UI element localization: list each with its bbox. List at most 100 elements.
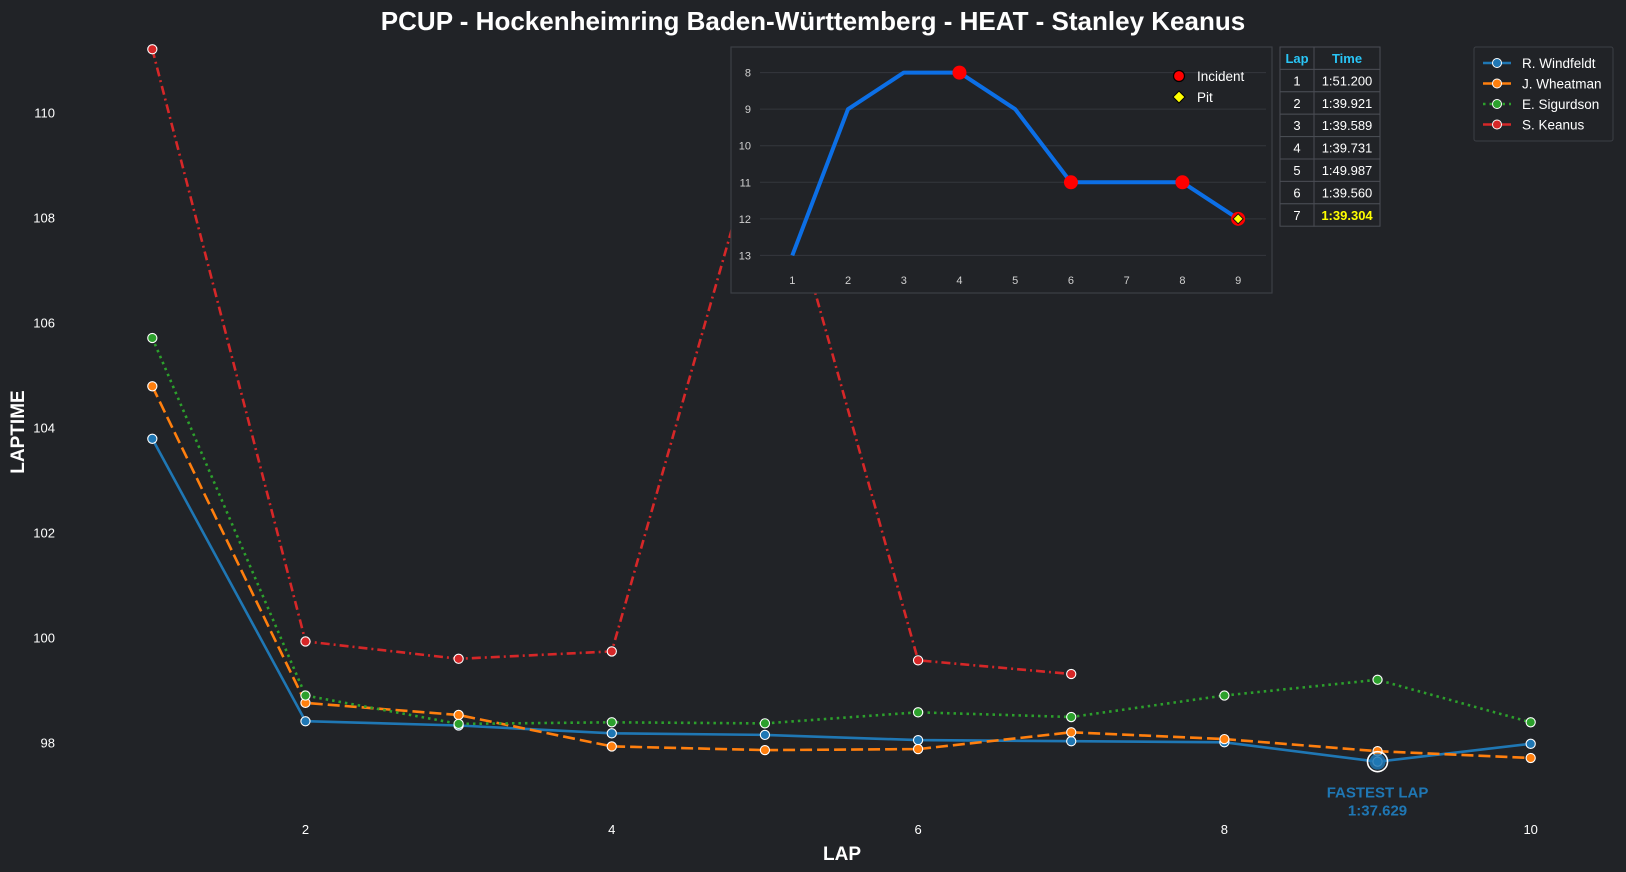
data-point-s-keanus — [300, 636, 311, 647]
table-cell-time: 1:39.921 — [1322, 96, 1373, 111]
table-cell-lap: 1 — [1293, 73, 1300, 88]
y-axis-label: LAPTIME — [8, 390, 29, 473]
inset-x-tick-label: 9 — [1235, 275, 1241, 287]
data-point-r-windfeldt — [300, 716, 311, 727]
fastest-lap-time: 1:37.629 — [1348, 803, 1407, 820]
inset-y-tick-label: 12 — [739, 214, 751, 226]
data-point-r-windfeldt — [912, 735, 924, 746]
data-point-r-windfeldt — [1525, 738, 1536, 749]
table-cell-time: 1:49.987 — [1322, 163, 1373, 178]
table-cell-lap: 3 — [1293, 118, 1300, 133]
table-cell-time: 1:39.731 — [1322, 141, 1373, 156]
inset-x-tick-label: 4 — [956, 275, 962, 287]
table-cell-time: 1:51.200 — [1322, 73, 1373, 88]
y-tick-label: 110 — [34, 105, 55, 120]
table-cell-lap: 2 — [1293, 96, 1300, 111]
inset-legend-pit-icon — [1172, 90, 1186, 104]
inset-x-tick-label: 6 — [1068, 275, 1074, 287]
data-point-r-windfeldt — [147, 433, 158, 444]
x-tick-label: 4 — [608, 822, 615, 837]
incident-marker — [1175, 175, 1190, 190]
y-tick-label: 98 — [41, 735, 55, 750]
data-point-j-wheatman — [912, 743, 924, 755]
data-point-r-windfeldt — [606, 728, 617, 739]
legend-label: J. Wheatman — [1522, 77, 1602, 92]
inset-y-tick-label: 13 — [739, 250, 751, 262]
inset-y-tick-label: 8 — [745, 68, 751, 80]
data-point-j-wheatman — [147, 381, 158, 392]
pit-marker — [1232, 213, 1244, 225]
lap-time-table: Lap Time 1 1:51.200 2 1:39.921 3 1:39.589 4 1:39.… — [1279, 46, 1381, 227]
x-axis-label: LAP — [823, 844, 861, 865]
table-header: Lap — [1285, 51, 1308, 66]
table-cell-time: 1:39.589 — [1322, 118, 1373, 133]
inset-y-tick-label: 10 — [739, 141, 751, 153]
inset-x-tick-label: 7 — [1124, 275, 1130, 287]
data-point-s-keanus — [453, 653, 464, 664]
table-cell-lap: 5 — [1293, 163, 1300, 178]
data-point-j-wheatman — [1066, 727, 1077, 738]
inset-x-tick-label: 5 — [1012, 275, 1018, 287]
table-cell-lap: 4 — [1293, 141, 1300, 156]
legend-marker-icon — [1492, 58, 1502, 68]
y-tick-label: 106 — [33, 315, 55, 330]
table-cell-time: 1:39.304 — [1321, 208, 1373, 223]
data-point-j-wheatman — [1219, 733, 1230, 745]
table-header: Time — [1332, 51, 1362, 66]
data-point-s-keanus — [147, 44, 158, 55]
data-point-r-windfeldt — [1066, 736, 1077, 747]
data-point-e-sigurdson — [1525, 717, 1536, 728]
table-cell-lap: 6 — [1293, 185, 1300, 200]
series-line-r-windfeldt — [151, 438, 1531, 763]
inset-x-tick-label: 3 — [901, 275, 907, 287]
legend-label: R. Windfeldt — [1522, 56, 1596, 71]
fastest-lap-marker — [1369, 753, 1386, 770]
data-point-e-sigurdson — [147, 332, 158, 344]
inset-legend-incident-icon — [1172, 69, 1186, 83]
inset-x-tick-label: 1 — [789, 275, 795, 287]
data-point-e-sigurdson — [1066, 711, 1077, 723]
data-point-s-keanus — [912, 655, 924, 666]
fastest-lap-ring — [1366, 750, 1389, 773]
table-cell-border — [1313, 203, 1381, 227]
inset-legend-label: Pit — [1197, 90, 1213, 105]
data-point-e-sigurdson — [912, 707, 924, 718]
data-point-e-sigurdson — [453, 718, 464, 730]
x-tick-label: 8 — [1221, 822, 1228, 837]
data-point-e-sigurdson — [759, 718, 771, 729]
inset-panel — [730, 46, 1273, 294]
series-line-j-wheatman — [151, 385, 1531, 760]
table-cell-lap: 7 — [1293, 208, 1300, 223]
data-point-r-windfeldt — [759, 729, 771, 741]
y-tick-label: 102 — [33, 525, 55, 540]
chart-title: PCUP - Hockenheimring Baden-Württemberg … — [381, 6, 1245, 36]
data-point-s-keanus — [606, 646, 617, 657]
legend-frame — [1473, 46, 1614, 142]
data-point-e-sigurdson — [300, 690, 311, 701]
legend: R. Windfeldt J. Wheatman E. Sigurdson S. Ke… — [1473, 46, 1614, 142]
x-tick-label: 6 — [914, 822, 921, 837]
fastest-lap-label: FASTEST LAP — [1327, 785, 1429, 802]
x-tick-label: 10 — [1523, 822, 1537, 837]
legend-label: E. Sigurdson — [1522, 97, 1599, 112]
inset-x-tick-label: 2 — [845, 275, 851, 287]
data-point-e-sigurdson — [606, 717, 617, 728]
legend-marker-icon — [1492, 78, 1502, 89]
x-tick-label: 2 — [302, 822, 309, 837]
data-point-s-keanus — [1066, 668, 1077, 680]
data-point-e-sigurdson — [1219, 690, 1230, 701]
data-point-j-wheatman — [453, 709, 464, 721]
incident-marker — [1063, 175, 1078, 190]
data-point-e-sigurdson — [1372, 674, 1383, 685]
data-point-j-wheatman — [1525, 752, 1536, 764]
y-tick-label: 108 — [33, 210, 55, 225]
inset-legend-label: Incident — [1197, 69, 1245, 84]
position-line — [790, 70, 1240, 257]
inset-y-tick-label: 11 — [740, 177, 751, 189]
legend-label: S. Keanus — [1522, 118, 1585, 133]
inset-x-tick-label: 8 — [1179, 275, 1185, 287]
